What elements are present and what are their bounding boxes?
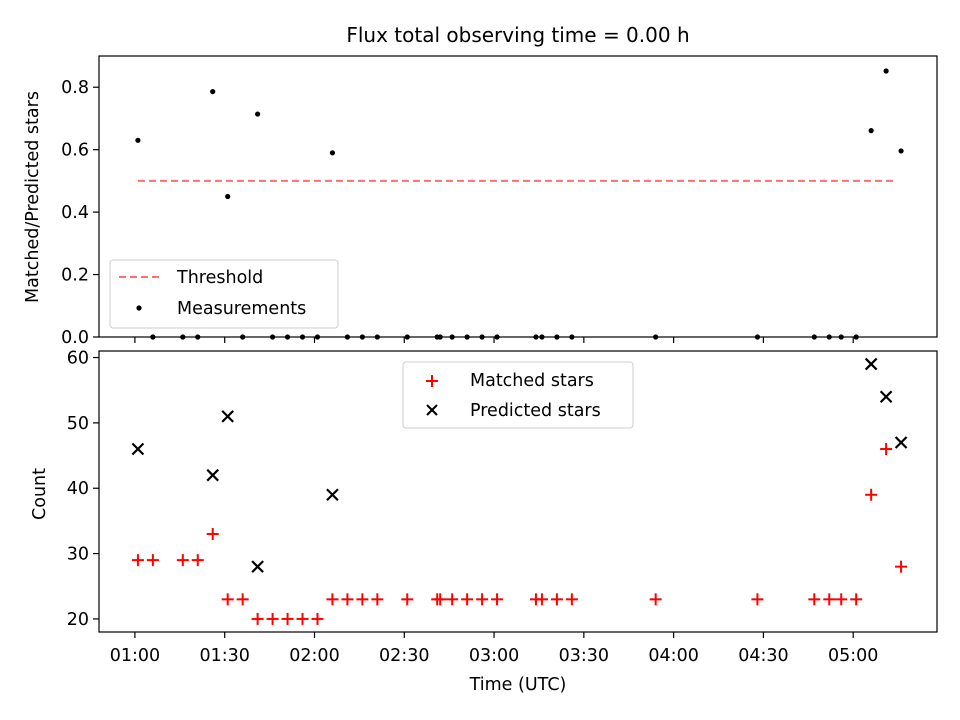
bottom-x-tick-label: 01:00 [110,646,160,666]
matched-star-point [341,593,354,606]
matched-star-point [311,612,324,625]
matched-star-point [476,593,489,606]
bottom-y-axis-label: Count [30,468,50,520]
bottom-axes-frame [98,350,938,633]
top-y-tick-label: 0.2 [61,266,89,286]
bottom-y-tick-label: 40 [67,479,89,499]
bottom-x-ticks: 01:00 01:30 02:00 02:30 03:00 03:30 04:00 04:30… [110,632,878,666]
matched-star-point [281,612,294,625]
matched-star-point [296,612,309,625]
legend-measurements-label: Measurements [177,299,306,319]
measurement-point [255,111,261,117]
legend-predicted-label: Predicted stars [470,401,601,421]
matched-star-point [491,593,504,606]
matched-star-point [649,593,662,606]
top-y-tick-label: 0.6 [61,141,89,161]
matched-star-point [865,488,878,501]
matched-star-point [895,560,908,573]
bottom-x-tick-label: 01:30 [199,646,249,666]
top-x-ticks [134,337,854,343]
measurement-point [225,193,231,200]
matched-star-point [880,443,893,456]
bottom-panel: 20 30 40 50 60 01:00 01:30 02:00 02:30 03:00 03:3… [30,349,938,695]
top-y-ticks: 0.0 0.2 0.4 0.6 0.8 [61,78,99,348]
matched-star-point [266,612,279,625]
matched-star-point [356,593,369,606]
bottom-x-tick-label: 05:00 [828,646,878,666]
legend-matched-swatch [426,375,438,387]
bottom-x-tick-label: 03:30 [559,646,609,666]
predicted-star-point [326,488,339,502]
bottom-marks [131,357,908,625]
matched-star-point [835,593,848,606]
matched-star-point [326,593,339,606]
top-y-axis-label: Matched/Predicted stars [23,91,43,303]
measurement-point [210,88,216,95]
top-y-tick-label: 0.8 [61,78,89,98]
x-axis-label: Time (UTC) [469,675,567,695]
legend-measurements-swatch [136,305,142,311]
matched-star-point [236,593,249,606]
matched-star-point [146,554,159,567]
predicted-star-point [221,410,234,423]
matched-star-point [131,554,144,567]
matched-star-point [823,593,836,606]
predicted-star-point [894,436,908,449]
matched-star-point [401,593,414,606]
bottom-y-tick-label: 20 [67,610,89,630]
measurement-point [868,128,874,134]
bottom-legend: Matched stars Predicted stars [402,361,634,429]
bottom-x-tick-label: 04:30 [738,646,788,666]
bottom-y-tick-label: 30 [67,545,89,565]
bottom-legend-box [402,361,634,429]
top-y-tick-label: 0.4 [61,203,89,223]
bottom-x-tick-label: 04:00 [648,646,698,666]
matched-star-point [434,593,447,606]
matched-star-point [221,593,234,606]
legend-matched-label: Matched stars [470,371,594,391]
measurement-point [883,68,889,74]
matched-star-point [461,593,474,606]
chart-title: Flux total observing time = 0.00 h [346,23,689,47]
measurement-point [135,137,141,143]
top-legend: Threshold Measurements [109,259,339,329]
bottom-y-tick-label: 50 [67,414,89,434]
predicted-star-point [131,442,145,456]
bottom-x-tick-label: 02:00 [289,646,339,666]
bottom-y-tick-label: 60 [67,349,89,369]
top-legend-box [109,259,339,329]
matched-star-point [251,612,264,625]
matched-star-point [371,593,384,606]
matched-star-point [535,593,548,606]
matched-star-point [565,593,578,606]
predicted-star-point [864,357,878,371]
predicted-star-point [251,560,264,573]
matched-star-point [176,554,189,567]
predicted-star-point [879,390,893,404]
measurement-point [329,150,336,156]
matched-star-point [446,593,459,606]
matched-star-point [808,593,821,606]
matched-star-point [206,527,219,540]
legend-predicted-swatch [426,404,438,416]
matched-star-point [550,593,563,606]
top-y-tick-label: 0.0 [61,328,89,348]
top-panel: 0.00.20.40.60.8 Matched/Predicted stars … [23,55,938,348]
top-axes-frame [98,55,938,338]
matched-star-point [191,554,204,567]
bottom-x-tick-label: 03:00 [469,646,519,666]
measurement-point [898,148,904,154]
matched-star-point [850,593,863,606]
bottom-x-tick-label: 02:30 [379,646,429,666]
predicted-star-point [206,468,220,482]
matched-star-point [751,593,764,606]
legend-threshold-label: Threshold [176,268,263,288]
bottom-y-ticks: 20 30 40 50 60 [67,349,99,630]
